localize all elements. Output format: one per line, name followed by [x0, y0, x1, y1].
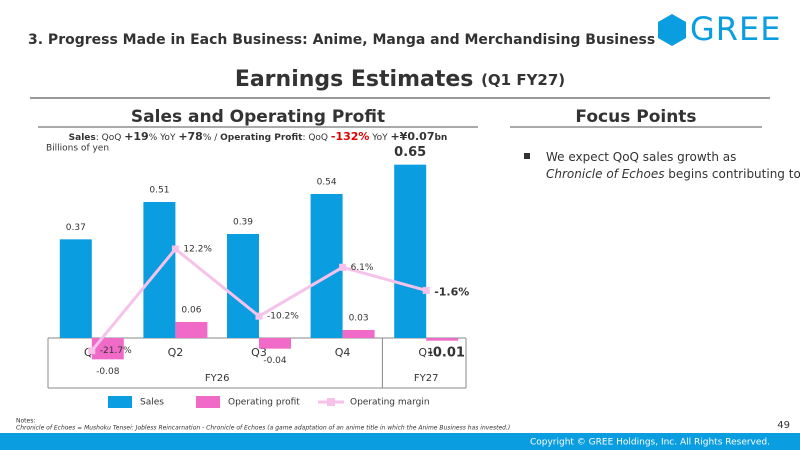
data-label: 0.54: [317, 178, 337, 188]
title: Earnings Estimates: [235, 67, 474, 92]
legend-label: Operating profit: [228, 398, 300, 408]
title-suffix: (Q1 FY27): [481, 71, 565, 89]
bar: [426, 338, 459, 341]
legend-swatch: [196, 396, 220, 408]
data-label: -0.01: [427, 346, 464, 361]
left-heading: Sales and Operating Profit: [131, 107, 385, 127]
notes-title: Notes:: [16, 418, 35, 425]
group-label: FY27: [414, 373, 439, 384]
group-label: FY26: [205, 373, 230, 384]
copyright: Copyright © GREE Holdings, Inc. All Righ…: [530, 438, 770, 448]
legend-marker: [327, 398, 335, 406]
bar: [227, 234, 259, 338]
summary-part: +78: [178, 130, 203, 143]
summary-part: % /: [203, 133, 220, 143]
right-heading: Focus Points: [575, 107, 696, 127]
summary: Sales: QoQ +19% YoY +78% / Operating Pro…: [69, 130, 448, 143]
summary-part: % YoY: [149, 133, 179, 143]
data-label: -0.04: [263, 356, 287, 366]
bar: [59, 239, 92, 338]
data-label: 12.2%: [183, 245, 212, 255]
x-tick-label: Q1: [418, 346, 434, 359]
x-tick-label: Q2: [168, 346, 184, 359]
summary-part: YoY: [369, 133, 390, 143]
data-label: -10.2%: [267, 312, 299, 322]
data-label: -0.08: [96, 367, 120, 377]
bar: [91, 338, 124, 360]
point: [339, 263, 347, 271]
focus-text: Chronicle of Echoes: [546, 167, 664, 181]
summary-part: : QoQ: [96, 133, 124, 143]
data-label: 0.51: [149, 186, 169, 196]
data-label: 0.37: [66, 223, 86, 233]
bar: [310, 194, 343, 338]
data-label: -1.6%: [434, 285, 469, 298]
footer-bar: [0, 433, 800, 450]
summary-part: +¥0.07: [390, 130, 434, 143]
section-title: 3. Progress Made in Each Business: Anime…: [28, 32, 655, 48]
unit-label: Billions of yen: [46, 144, 109, 154]
point: [422, 286, 430, 294]
logo: GREE: [690, 10, 781, 48]
focus-text: We expect QoQ sales growth as: [546, 150, 740, 164]
summary-part: bn: [434, 133, 447, 143]
data-label: 0.06: [181, 306, 201, 316]
data-label: 0.03: [349, 314, 369, 324]
data-label: 0.39: [233, 218, 253, 228]
legend-label: Operating margin: [350, 398, 430, 408]
point: [255, 312, 263, 320]
bar: [175, 322, 208, 338]
summary-part: : QoQ: [302, 133, 330, 143]
data-label: -21.7%: [100, 346, 132, 356]
page-title: Earnings Estimates (Q1 FY27): [235, 67, 565, 92]
bar: [342, 330, 375, 338]
bar: [259, 338, 291, 349]
point: [88, 347, 96, 355]
data-label: 0.65: [394, 145, 426, 160]
logo-mark: [658, 14, 686, 46]
data-label: 6.1%: [351, 263, 374, 273]
summary-part: Sales: [69, 133, 96, 143]
focus-text: begins contributing to earnings: [664, 167, 800, 181]
x-tick-label: Q4: [335, 346, 351, 359]
note: Chronicle of Echoes = Mushoku Tensei: Jo…: [16, 425, 510, 432]
summary-part: Operating Profit: [220, 133, 303, 143]
bullet: [524, 153, 530, 159]
legend-label: Sales: [140, 398, 164, 408]
x-tick-label: Q3: [251, 346, 267, 359]
summary-part: -132%: [331, 130, 370, 143]
page-number: 49: [777, 420, 790, 431]
bar: [394, 164, 427, 338]
legend-swatch: [108, 396, 132, 408]
point: [171, 245, 179, 253]
summary-part: +19: [124, 130, 149, 143]
focus-point: We expect QoQ sales growth as Chronicle …: [546, 150, 800, 181]
